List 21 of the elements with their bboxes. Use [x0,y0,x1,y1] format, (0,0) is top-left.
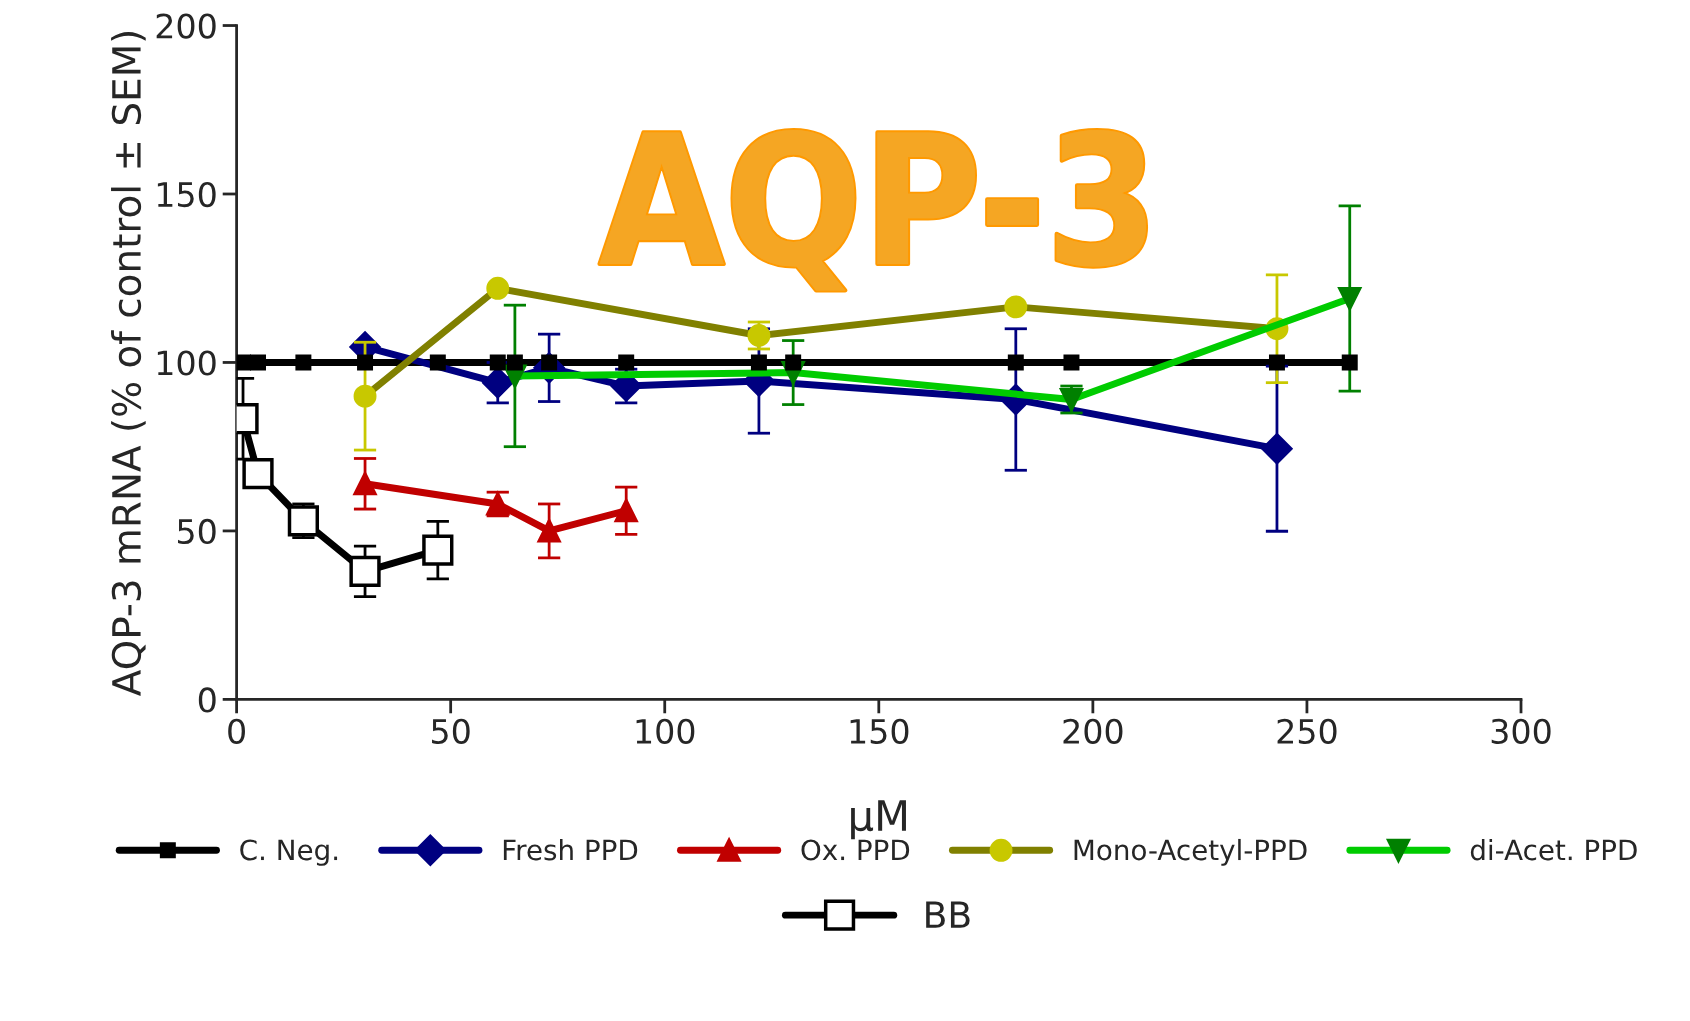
legend-label: BB [926,901,970,928]
x-tick-label: 50 [432,718,470,744]
y-tick-label: 100 [157,350,216,376]
x-axis-title: µM [851,800,906,840]
x-tick-label: 150 [850,718,909,744]
legend-label: C. Neg. [240,839,338,866]
legend-label: Fresh PPD [503,838,638,861]
x-tick-label: 100 [636,718,695,744]
x-tick-label: 300 [1491,718,1551,744]
x-tick-label: 0 [228,718,245,744]
legend-label: Mono-Acetyl-PPD [1074,838,1307,866]
y-axis-title: AQP-3 mRNA (% of control ± SEM) [111,31,146,696]
x-tick-label: 200 [1063,718,1123,744]
legend-label: Ox. PPD [801,839,910,861]
y-tick-label: 200 [156,13,216,39]
y-tick-label: 0 [198,687,216,713]
x-tick-label: 250 [1277,718,1337,744]
annotation: AQP-3 [599,130,1146,291]
legend-label: di-Acet. PPD [1470,838,1637,861]
y-tick-label: 150 [157,181,216,208]
y-tick-label: 50 [178,518,216,545]
